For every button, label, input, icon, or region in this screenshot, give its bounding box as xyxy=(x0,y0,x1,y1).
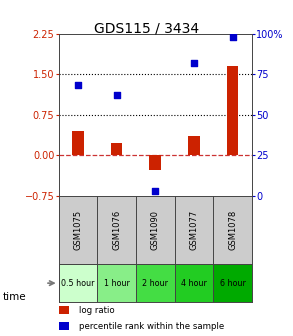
Text: log ratio: log ratio xyxy=(79,305,115,314)
Text: 4 hour: 4 hour xyxy=(181,279,207,288)
Bar xyxy=(136,264,175,302)
Text: GSM1076: GSM1076 xyxy=(112,210,121,250)
Bar xyxy=(227,66,239,155)
Text: GSM1077: GSM1077 xyxy=(190,210,198,250)
Text: 6 hour: 6 hour xyxy=(220,279,246,288)
Text: GSM1078: GSM1078 xyxy=(228,210,237,250)
Bar xyxy=(175,264,213,302)
Bar xyxy=(213,264,252,302)
Text: GSM1075: GSM1075 xyxy=(74,210,82,250)
Text: time: time xyxy=(3,292,27,302)
Text: 1 hour: 1 hour xyxy=(104,279,130,288)
Bar xyxy=(111,143,122,155)
Bar xyxy=(149,155,161,170)
Bar xyxy=(188,136,200,155)
Point xyxy=(153,188,158,194)
Text: percentile rank within the sample: percentile rank within the sample xyxy=(79,322,224,331)
Point xyxy=(114,92,119,98)
Text: 2 hour: 2 hour xyxy=(142,279,168,288)
Bar xyxy=(97,264,136,302)
Point xyxy=(192,60,196,66)
Bar xyxy=(59,322,69,331)
Bar xyxy=(59,305,69,314)
Text: GSM1090: GSM1090 xyxy=(151,210,160,250)
Bar xyxy=(59,264,97,302)
Text: GDS115 / 3434: GDS115 / 3434 xyxy=(94,22,199,36)
Text: 0.5 hour: 0.5 hour xyxy=(61,279,95,288)
Point xyxy=(230,34,235,40)
Bar xyxy=(72,131,84,155)
Point xyxy=(76,83,80,88)
